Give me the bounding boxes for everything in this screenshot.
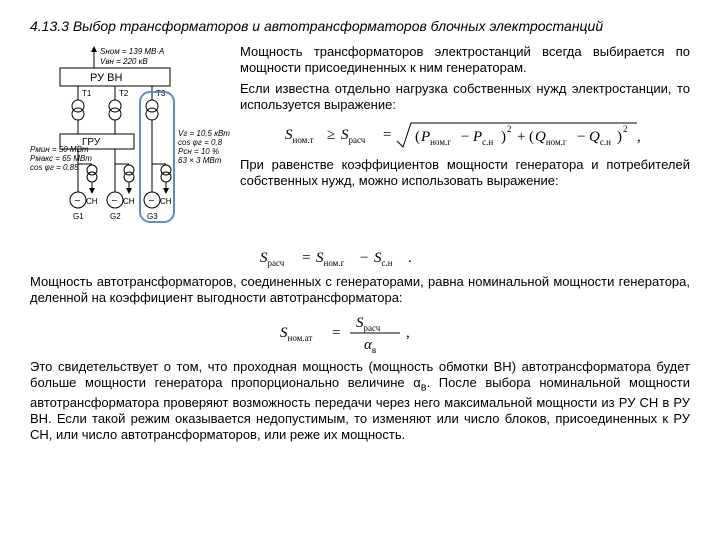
- formula-3: Sном.ат = Sрасч αв ,: [30, 311, 690, 355]
- svg-text:Sрасч: Sрасч: [356, 315, 381, 333]
- svg-text:=: =: [302, 250, 310, 266]
- svg-text:Sрасч: Sрасч: [260, 250, 285, 268]
- g2: G2: [110, 212, 121, 221]
- svg-text:∼: ∼: [74, 196, 81, 205]
- svg-text:=: =: [332, 325, 340, 341]
- svg-text:αв: αв: [364, 337, 376, 355]
- svg-text:Pном.г: Pном.г: [420, 129, 451, 147]
- section-heading: 4.13.3 Выбор трансформаторов и автотранс…: [30, 18, 690, 34]
- svg-text:−: −: [461, 129, 469, 145]
- svg-text:Sрасч: Sрасч: [341, 127, 366, 145]
- svg-text:2: 2: [507, 124, 512, 134]
- svg-text:): ): [501, 129, 506, 145]
- svg-text:Sном.т: Sном.т: [285, 127, 314, 145]
- t3: T3: [156, 89, 166, 98]
- svg-text:Sс.н: Sс.н: [374, 250, 393, 268]
- svg-text:∼: ∼: [148, 196, 155, 205]
- svg-text:+: +: [517, 129, 525, 145]
- fig-left1: Pмин = 50 МВт: [30, 145, 89, 154]
- fig-left2: Pмакс = 65 МВт: [30, 154, 92, 163]
- svg-text:,: ,: [637, 129, 641, 145]
- svg-text:=: =: [383, 127, 391, 143]
- t1: T1: [82, 89, 92, 98]
- svg-text:2: 2: [623, 124, 628, 134]
- svg-text:−: −: [577, 129, 585, 145]
- svg-text:Qс.н: Qс.н: [589, 129, 611, 147]
- fig-right2: cos φг = 0,8: [178, 138, 223, 147]
- svg-text:,: ,: [406, 325, 410, 341]
- para-5: Это свидетельствует о том, что проходная…: [30, 359, 690, 444]
- svg-text:(: (: [415, 129, 420, 145]
- para-4: Мощность автотрансформаторов, соединенны…: [30, 274, 690, 307]
- fig-top2: Vвн = 220 кВ: [100, 57, 148, 66]
- figure-diagram: Sном = 139 МВ·А Vвн = 220 кВ РУ ВН T1 T2…: [30, 44, 230, 234]
- svg-text:(: (: [529, 129, 534, 145]
- svg-text:.: .: [408, 250, 412, 266]
- ch2: СН: [123, 197, 135, 206]
- formula-2: Sрасч = Sном.г − Sс.н .: [30, 244, 690, 270]
- svg-text:Sном.г: Sном.г: [316, 250, 345, 268]
- fig-right4: 63 × 3 МВт: [178, 156, 222, 165]
- fig-left3: cos φг = 0,85: [30, 163, 79, 172]
- t2: T2: [119, 89, 129, 98]
- fig-right1: Vг = 10,5 кВт: [178, 129, 230, 138]
- svg-text:): ): [617, 129, 622, 145]
- fig-bus-hv: РУ ВН: [90, 72, 122, 84]
- fig-top1: Sном = 139 МВ·А: [100, 47, 164, 56]
- svg-text:∼: ∼: [111, 196, 118, 205]
- ch1: СН: [86, 197, 98, 206]
- fig-right3: Pсн = 10 %: [178, 147, 219, 156]
- svg-text:≥: ≥: [327, 127, 335, 143]
- svg-text:Pс.н: Pс.н: [472, 129, 493, 147]
- ch3: СН: [160, 197, 172, 206]
- g3: G3: [147, 212, 158, 221]
- svg-text:Sном.ат: Sном.ат: [280, 325, 312, 343]
- g1: G1: [73, 212, 84, 221]
- svg-text:Qном.г: Qном.г: [535, 129, 567, 147]
- svg-text:−: −: [360, 250, 368, 266]
